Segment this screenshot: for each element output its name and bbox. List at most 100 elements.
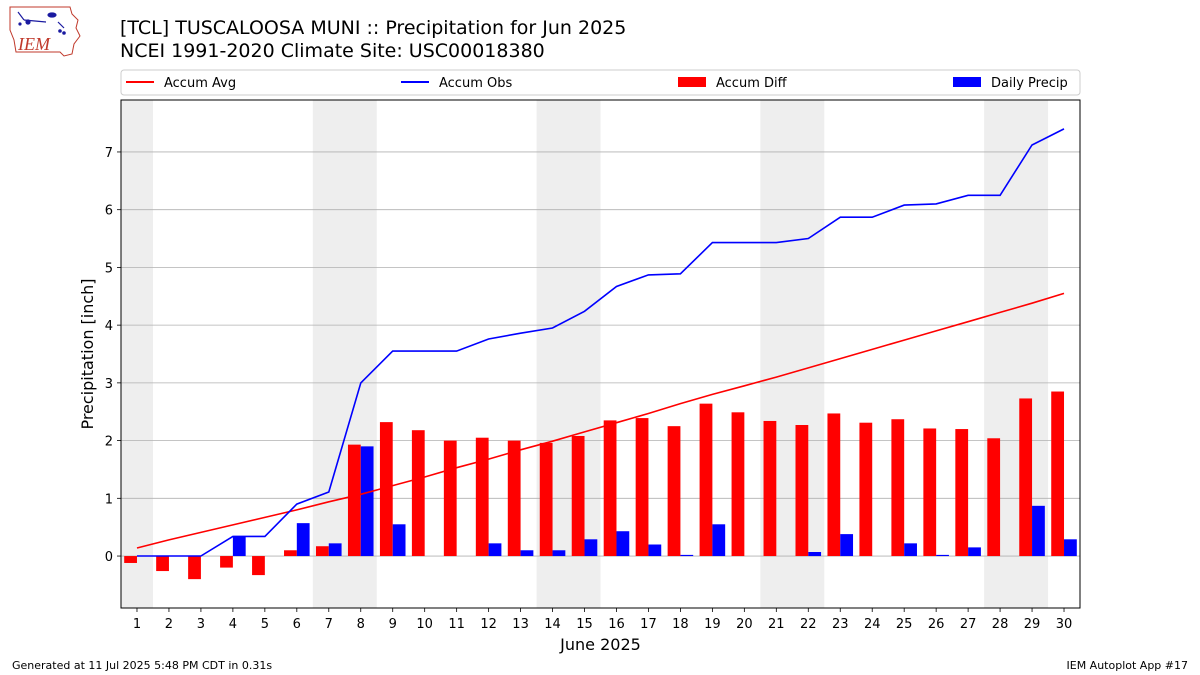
x-tick-label: 14 <box>544 617 561 632</box>
accum-diff-bar <box>859 422 873 557</box>
daily-precip-bar <box>296 523 310 557</box>
accum-diff-bar <box>156 556 169 572</box>
accum-diff-bar <box>603 420 617 557</box>
x-tick-label: 2 <box>165 617 173 632</box>
accum-diff-bar <box>987 438 1001 557</box>
y-tick-label: 6 <box>105 204 113 219</box>
x-tick-label: 7 <box>325 617 333 632</box>
accum-diff-bar <box>955 429 969 557</box>
daily-precip-bar <box>648 544 662 557</box>
x-tick-label: 1 <box>133 617 141 632</box>
x-tick-label: 20 <box>736 617 753 632</box>
accum-obs-line <box>137 128 1065 557</box>
accum-diff-bar <box>220 556 233 568</box>
accum-diff-bar <box>763 420 777 557</box>
accum-diff-bar <box>347 444 361 557</box>
logo-text: IEM <box>17 34 51 54</box>
accum-diff-bar <box>923 428 937 557</box>
daily-precip-bar <box>584 539 598 557</box>
accum-diff-bar <box>379 422 393 557</box>
plot-frame <box>120 99 1081 609</box>
accum-diff-bar <box>443 440 457 557</box>
x-tick-label: 16 <box>608 617 625 632</box>
accum-diff-bar <box>1051 391 1065 557</box>
x-tick-label: 23 <box>832 617 849 632</box>
accum-diff-bar <box>124 556 137 563</box>
x-tick-label: 15 <box>576 617 593 632</box>
accum-diff-bar <box>635 418 649 557</box>
y-tick-label: 3 <box>105 377 113 392</box>
legend-label: Accum Obs <box>439 76 512 91</box>
accum-diff-bar <box>252 556 265 576</box>
accum-diff-bar <box>891 419 905 557</box>
x-tick-label: 27 <box>960 617 977 632</box>
accum-diff-bar <box>731 412 745 557</box>
legend-box <box>120 69 1081 96</box>
x-tick-label: 29 <box>1024 617 1041 632</box>
x-tick-label: 13 <box>512 617 529 632</box>
x-tick-label: 21 <box>768 617 785 632</box>
iem-logo: IEM <box>9 6 81 57</box>
daily-precip-bar <box>520 550 534 557</box>
accum-avg-line <box>136 292 1065 549</box>
accum-diff-bar <box>315 546 329 557</box>
chart-subtitle: NCEI 1991-2020 Climate Site: USC00018380 <box>120 40 545 62</box>
y-tick-label: 5 <box>105 261 113 276</box>
legend-label: Accum Diff <box>716 76 788 91</box>
legend-label: Daily Precip <box>991 76 1068 91</box>
daily-precip-bar <box>680 554 694 557</box>
legend-label: Accum Avg <box>164 76 236 91</box>
x-tick-label: 8 <box>357 617 365 632</box>
x-tick-label: 18 <box>672 617 689 632</box>
accum-diff-bar <box>539 442 553 557</box>
x-axis-label: June 2025 <box>559 635 641 654</box>
daily-precip-bar <box>840 534 854 557</box>
daily-precip-bar <box>1032 505 1045 557</box>
y-axis-label: Precipitation [inch] <box>78 278 97 429</box>
x-tick-label: 9 <box>389 617 397 632</box>
daily-precip-bar <box>1064 539 1077 557</box>
daily-precip-bar <box>552 550 566 557</box>
daily-precip-bar <box>968 547 981 557</box>
daily-precip-bar <box>616 531 630 557</box>
y-tick-label: 7 <box>105 146 113 161</box>
x-tick-label: 19 <box>704 617 721 632</box>
x-tick-label: 28 <box>992 617 1009 632</box>
chart-title: [TCL] TUSCALOOSA MUNI :: Precipitation f… <box>120 17 627 39</box>
x-tick-label: 24 <box>864 617 881 632</box>
x-tick-label: 6 <box>293 617 301 632</box>
x-tick-label: 5 <box>261 617 269 632</box>
app-credit: IEM Autoplot App #17 <box>1066 659 1189 672</box>
x-tick-label: 30 <box>1056 617 1073 632</box>
y-tick-label: 1 <box>105 492 113 507</box>
x-tick-label: 26 <box>928 617 945 632</box>
accum-diff-bar <box>475 437 489 557</box>
generated-note: Generated at 11 Jul 2025 5:48 PM CDT in … <box>12 659 273 672</box>
accum-diff-bar <box>827 413 841 557</box>
daily-precip-bar <box>712 524 726 557</box>
daily-precip-bar <box>808 552 822 557</box>
daily-precip-bar <box>360 446 374 557</box>
daily-precip-bar <box>328 543 342 557</box>
x-tick-label: 12 <box>480 617 497 632</box>
x-tick-label: 25 <box>896 617 913 632</box>
daily-precip-bar <box>392 524 406 557</box>
accum-diff-bar <box>411 430 425 557</box>
legend-swatch <box>678 77 706 87</box>
x-tick-label: 3 <box>197 617 205 632</box>
accum-diff-bar <box>795 425 809 557</box>
accum-diff-bar <box>284 550 297 557</box>
x-tick-label: 17 <box>640 617 657 632</box>
x-tick-label: 22 <box>800 617 817 632</box>
daily-precip-bar <box>904 543 917 557</box>
daily-precip-bar <box>232 536 246 557</box>
accum-diff-bar <box>507 440 521 557</box>
y-tick-label: 2 <box>105 435 113 450</box>
accum-diff-bar <box>667 426 681 557</box>
accum-diff-bar <box>188 556 201 580</box>
x-tick-label: 10 <box>416 617 433 632</box>
accum-diff-bar <box>699 403 713 557</box>
legend-swatch <box>953 77 981 87</box>
daily-precip-bar <box>936 554 949 557</box>
